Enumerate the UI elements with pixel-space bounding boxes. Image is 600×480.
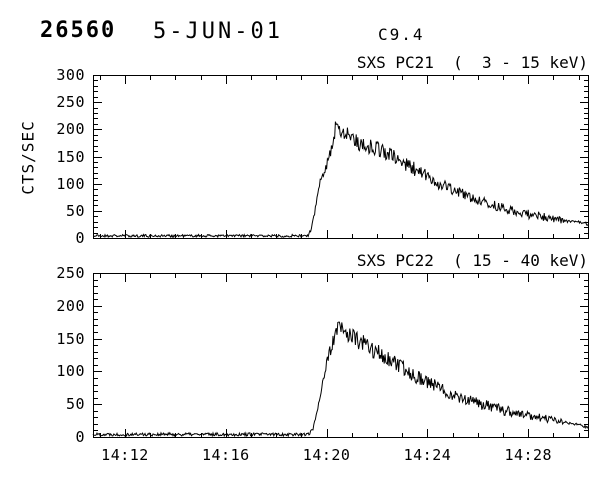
axes-box <box>93 75 589 239</box>
y-tick-label: 200 <box>56 296 85 315</box>
y-tick-label: 150 <box>56 329 85 348</box>
y-tick-label: 0 <box>75 428 85 446</box>
axes-box <box>93 273 589 438</box>
event-id: 26560 <box>40 18 117 43</box>
y-tick-label: 50 <box>65 395 85 414</box>
panel2-title: SXS PC22 ( 15 - 40 keV) <box>356 251 588 270</box>
y-tick-label: 50 <box>65 201 85 220</box>
x-tick-label: 14:20 <box>302 446 351 464</box>
y-tick-label: 150 <box>56 147 85 166</box>
y-tick-label: 100 <box>56 174 85 193</box>
lightcurve-trace <box>92 321 589 438</box>
x-tick-label: 14:16 <box>201 446 250 464</box>
y-tick-label: 0 <box>75 229 85 247</box>
lightcurve-trace <box>92 121 589 239</box>
x-tick-label: 14:28 <box>504 446 553 464</box>
goes-class: C9.4 <box>378 25 425 44</box>
y-tick-label: 250 <box>56 93 85 112</box>
event-date: 5-JUN-01 <box>153 19 283 44</box>
x-tick-label: 14:24 <box>403 446 452 464</box>
panel1-title: SXS PC21 ( 3 - 15 keV) <box>356 53 588 72</box>
y-tick-label: 300 <box>56 66 85 84</box>
y-tick-label: 100 <box>56 362 85 381</box>
y-tick-label: 200 <box>56 120 85 139</box>
y-tick-label: 250 <box>56 264 85 282</box>
x-tick-label: 14:12 <box>101 446 149 464</box>
